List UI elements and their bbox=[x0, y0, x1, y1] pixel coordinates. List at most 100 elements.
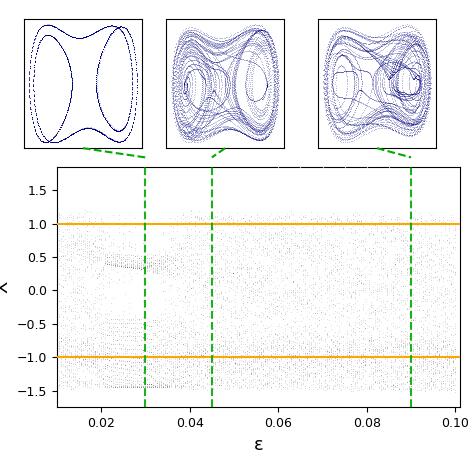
Point bbox=[35, 134, 42, 141]
Point bbox=[385, 49, 393, 56]
Point bbox=[139, 346, 147, 354]
Point bbox=[347, 67, 355, 75]
Point bbox=[143, 352, 151, 360]
Point bbox=[97, 106, 105, 114]
Point bbox=[395, 89, 402, 97]
Point bbox=[193, 44, 201, 52]
Point bbox=[420, 49, 428, 56]
Point bbox=[127, 102, 135, 109]
Point bbox=[141, 263, 149, 270]
Point bbox=[419, 114, 426, 121]
Point bbox=[411, 313, 419, 321]
Point bbox=[47, 138, 55, 145]
Point bbox=[221, 113, 228, 121]
Point bbox=[402, 50, 410, 57]
Point bbox=[65, 335, 73, 343]
Point bbox=[87, 380, 95, 387]
Point bbox=[389, 71, 397, 78]
Point bbox=[153, 382, 161, 390]
Point bbox=[261, 244, 269, 251]
Point bbox=[413, 90, 420, 97]
Point bbox=[378, 101, 385, 108]
Point bbox=[434, 347, 441, 355]
Point bbox=[183, 327, 191, 335]
Point bbox=[319, 232, 327, 240]
Point bbox=[117, 23, 125, 30]
Point bbox=[362, 238, 369, 245]
Point bbox=[383, 237, 391, 244]
Point bbox=[386, 38, 393, 45]
Point bbox=[163, 381, 171, 388]
Point bbox=[83, 289, 91, 297]
Point bbox=[332, 104, 339, 112]
Point bbox=[438, 218, 445, 225]
Point bbox=[405, 94, 413, 102]
Point bbox=[251, 282, 259, 289]
Point bbox=[25, 82, 33, 89]
Point bbox=[32, 32, 39, 40]
Point bbox=[402, 131, 410, 138]
Point bbox=[385, 219, 393, 227]
Point bbox=[103, 118, 110, 125]
Point bbox=[413, 75, 421, 82]
Point bbox=[107, 123, 115, 131]
Point bbox=[397, 59, 405, 67]
Point bbox=[183, 113, 191, 121]
Point bbox=[393, 370, 401, 378]
Point bbox=[337, 26, 345, 34]
Point bbox=[347, 35, 355, 42]
Point bbox=[398, 347, 405, 355]
Point bbox=[89, 219, 97, 227]
Point bbox=[293, 241, 301, 249]
Point bbox=[373, 51, 381, 59]
Point bbox=[182, 71, 190, 78]
Point bbox=[44, 138, 52, 145]
Point bbox=[50, 23, 57, 30]
Point bbox=[244, 37, 251, 44]
Point bbox=[402, 125, 410, 132]
Point bbox=[79, 34, 86, 41]
Point bbox=[355, 63, 363, 70]
Point bbox=[380, 87, 388, 94]
Point bbox=[319, 84, 327, 91]
Point bbox=[301, 325, 309, 333]
Point bbox=[32, 111, 40, 119]
Point bbox=[349, 92, 356, 100]
Point bbox=[101, 115, 109, 122]
Point bbox=[393, 296, 401, 304]
Point bbox=[68, 131, 75, 138]
Point bbox=[217, 125, 224, 133]
Point bbox=[223, 373, 231, 381]
Point bbox=[323, 352, 331, 360]
Point bbox=[383, 64, 390, 72]
Point bbox=[97, 107, 105, 114]
Point bbox=[32, 129, 40, 136]
Point bbox=[380, 351, 387, 358]
Point bbox=[170, 76, 177, 83]
Point bbox=[201, 62, 209, 69]
Point bbox=[267, 114, 274, 121]
Point bbox=[132, 99, 140, 106]
Point bbox=[417, 116, 425, 124]
Point bbox=[336, 35, 344, 43]
Point bbox=[198, 72, 205, 79]
Point bbox=[178, 109, 186, 116]
Point bbox=[52, 23, 59, 31]
Point bbox=[135, 332, 143, 340]
Point bbox=[169, 367, 177, 374]
Point bbox=[133, 382, 141, 389]
Point bbox=[47, 32, 55, 39]
Point bbox=[417, 79, 424, 86]
Point bbox=[391, 126, 399, 134]
Point bbox=[104, 23, 111, 30]
Point bbox=[452, 231, 459, 238]
Point bbox=[401, 112, 409, 119]
Point bbox=[57, 27, 65, 34]
Point bbox=[61, 49, 69, 56]
Point bbox=[59, 119, 67, 126]
Point bbox=[185, 74, 192, 81]
Point bbox=[145, 267, 153, 274]
Point bbox=[55, 25, 62, 32]
Point bbox=[389, 108, 396, 115]
Point bbox=[343, 49, 350, 56]
